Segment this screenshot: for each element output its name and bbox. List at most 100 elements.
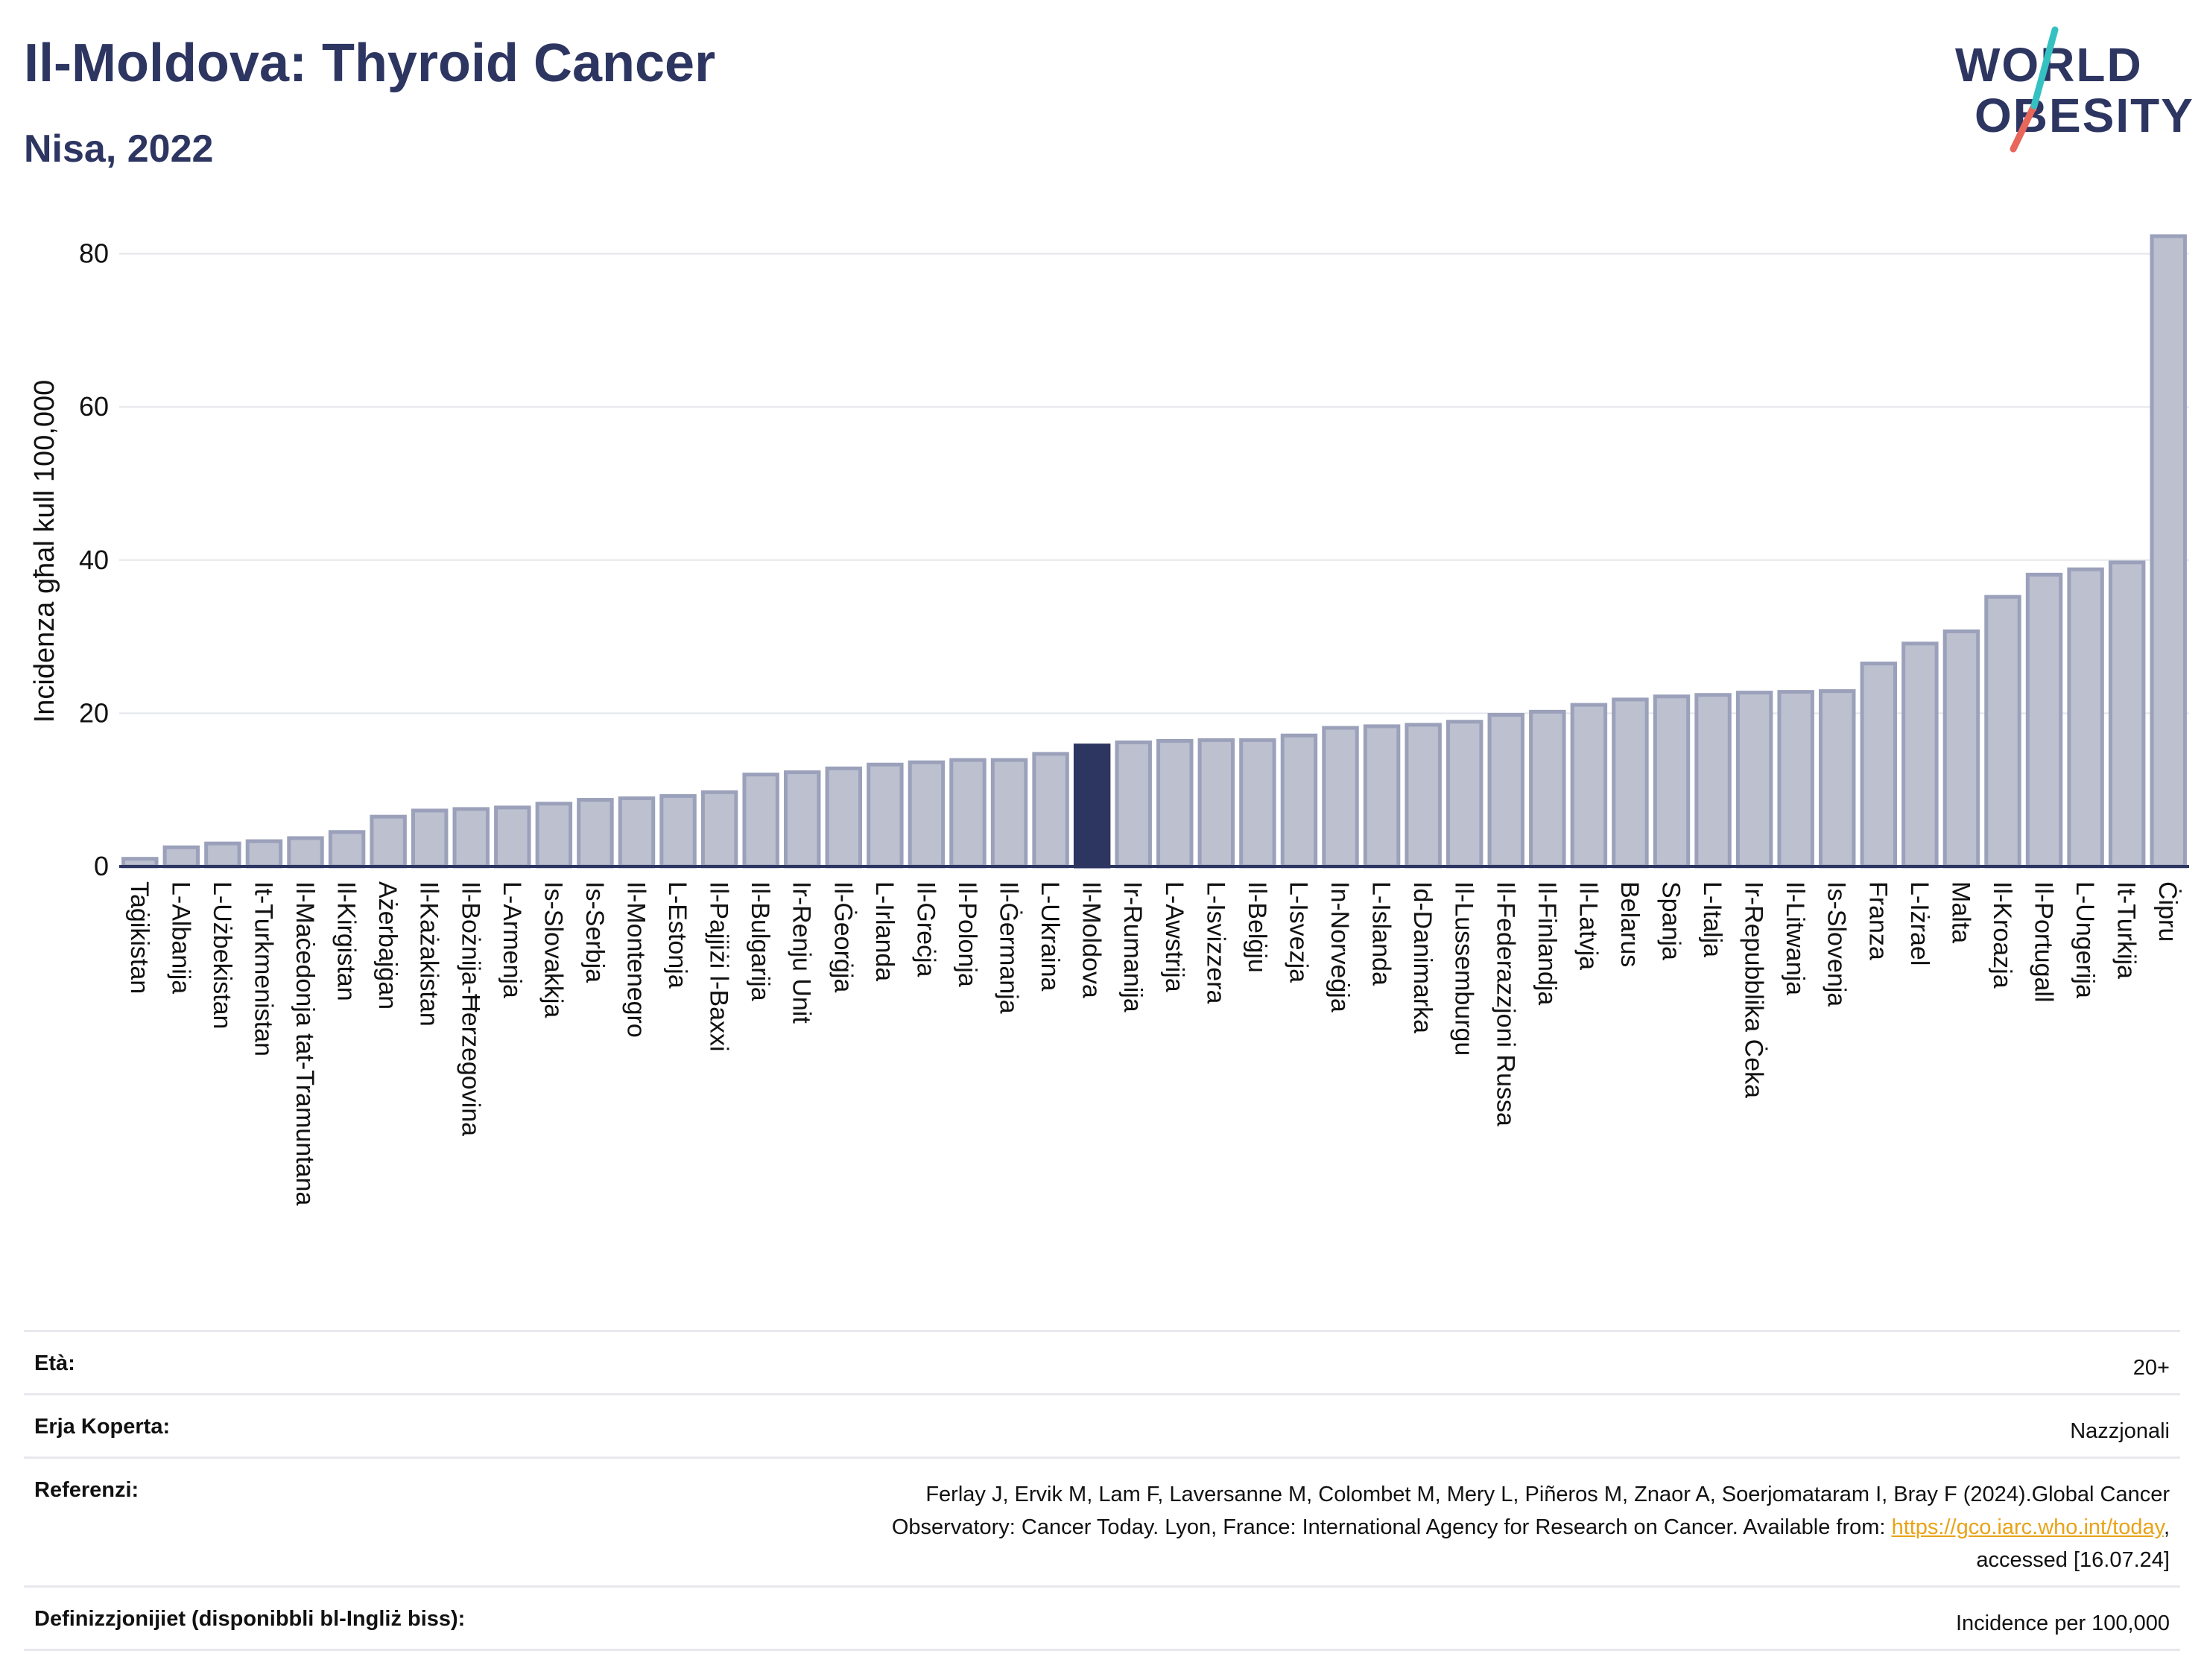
bar-13 — [659, 793, 697, 869]
x-tick-label: L-Islanda — [1367, 881, 1396, 986]
references-label: Referenzi: — [34, 1478, 139, 1502]
bar-11 — [577, 798, 614, 869]
x-tick-label: Il-Ġeorġja — [829, 881, 857, 992]
x-tick-label: Spanja — [1657, 881, 1685, 960]
x-tick-label: Il-Polonja — [953, 881, 981, 987]
x-tick-label: Il-Litwanja — [1781, 881, 1809, 995]
x-tick-label: L-Ungerija — [2071, 881, 2099, 998]
bar-16 — [784, 770, 821, 869]
x-tick-label: L-Ukraina — [1036, 881, 1064, 991]
bar-25 — [1156, 738, 1194, 869]
x-tick-label: Ir-Renju Unit — [788, 881, 816, 1024]
x-tick-label: Il-Bożnija-Ħerzegovina — [456, 881, 484, 1136]
x-tick-label: Il-Federazzjoni Russa — [1491, 881, 1519, 1126]
bar-18 — [867, 762, 904, 869]
references-line-3: accessed [16.07.24] — [1976, 1548, 2170, 1572]
x-tick-label: Il-Greċja — [911, 881, 940, 977]
age-value: 20+ — [2132, 1356, 2170, 1380]
y-tick-label: 40 — [79, 545, 109, 575]
definitions-value: Incidence per 100,000 — [1956, 1611, 2170, 1635]
x-tick-label: L-Isvizzera — [1201, 881, 1229, 1004]
bar-40 — [1777, 690, 1814, 869]
x-tick-label: Ir-Rumanija — [1118, 881, 1147, 1012]
y-tick-label: 0 — [94, 851, 109, 881]
x-tick-label: Is-Serbja — [580, 881, 609, 983]
x-tick-label: Il-Belġju — [1243, 881, 1271, 973]
x-tick-label: Il-Bulgarija — [746, 881, 774, 1001]
x-tick-label: Il-Moldova — [1077, 881, 1106, 998]
x-tick-label: L-Estonja — [663, 881, 691, 989]
bar-43 — [1901, 641, 1939, 869]
x-tick-label: Ir-Repubblika Ċeka — [1740, 881, 1768, 1098]
x-tick-label: Il-Finlandja — [1533, 881, 1561, 1005]
bar-chart: Taġikistan L-Albanija L-Użbekistan It-Turkm… — [29, 234, 2189, 1205]
bar-15 — [742, 773, 779, 869]
logo-line-2: OBESITY — [1975, 89, 2194, 142]
bar-42 — [1860, 662, 1898, 869]
bar-31 — [1405, 723, 1442, 869]
x-tick-label: L-Irlanda — [870, 881, 899, 981]
bar-49 — [2150, 234, 2187, 869]
definitions-label: Definizzjonijiet (disponibbli bl-Ingliż … — [34, 1607, 466, 1631]
bar-8 — [452, 807, 490, 869]
y-tick-label: 80 — [79, 238, 109, 269]
y-tick-label: 20 — [79, 697, 109, 728]
references-line-2-end: , — [2163, 1515, 2170, 1539]
x-tick-label: Belarus — [1615, 881, 1644, 967]
bars — [121, 234, 2187, 869]
references-value: Ferlay J, Ervik M, Lam F, Laversanne M, … — [892, 1478, 2170, 1576]
bar-45 — [1984, 595, 2021, 869]
x-tick-label: Il-Kroazja — [1988, 881, 2016, 989]
x-tick-label: Ażerbajġan — [373, 881, 402, 1009]
bar-3 — [245, 839, 283, 869]
bar-29 — [1322, 726, 1359, 869]
bar-14 — [700, 790, 738, 869]
bar-23 — [1073, 744, 1111, 869]
x-tick-label: It-Turkija — [2112, 881, 2141, 979]
x-tick-label: Ċipru — [2153, 881, 2182, 942]
bar-30 — [1363, 724, 1401, 869]
footer-row-coverage: Erja Koperta: Nazzjonali — [24, 1393, 2180, 1456]
bar-5 — [328, 830, 366, 869]
x-tick-label: Il-Montenegro — [622, 881, 650, 1038]
world-obesity-logo: WORLD OBESITY — [1945, 22, 2194, 156]
x-tick-label: L-Armenja — [498, 881, 526, 998]
x-tick-label: L-Iżrael — [1905, 881, 1934, 966]
y-tick-label: 60 — [79, 391, 109, 422]
bar-47 — [2067, 567, 2104, 869]
bar-2 — [204, 841, 241, 869]
y-axis: 0 20 40 60 80 — [79, 238, 109, 881]
bar-26 — [1197, 738, 1235, 869]
x-tick-label: Is-Slovakkja — [539, 881, 567, 1018]
x-tick-label: Il-Maċedonja tat-Tramuntana — [291, 881, 319, 1205]
page-subtitle: Nisa, 2022 — [24, 127, 214, 171]
x-tick-label: Il-Latvja — [1574, 881, 1602, 970]
footer-row-definitions: Definizzjonijiet (disponibbli bl-Ingliż … — [24, 1585, 2180, 1651]
bar-36 — [1612, 697, 1649, 869]
bar-35 — [1570, 703, 1608, 869]
x-tick-label: Taġikistan — [125, 881, 153, 994]
references-line-1: Ferlay J, Ervik M, Lam F, Laversanne M, … — [925, 1483, 2170, 1506]
bar-28 — [1280, 733, 1318, 869]
x-tick-label: Il-Lussemburgu — [1450, 881, 1478, 1056]
bar-19 — [908, 760, 946, 869]
x-tick-label: Il-Każakistan — [415, 881, 443, 1027]
footer-row-age: Età: 20+ — [24, 1330, 2180, 1393]
bar-33 — [1487, 712, 1524, 869]
x-tick-label: L-Użbekistan — [208, 881, 236, 1029]
bar-21 — [990, 758, 1028, 869]
bar-34 — [1529, 709, 1566, 869]
x-tick-label: Il-Pajjiżi l-Baxxi — [705, 881, 733, 1052]
bar-38 — [1694, 693, 1732, 869]
x-tick-label: Is-Slovenja — [1823, 881, 1851, 1007]
references-line-2: Observatory: Cancer Today. Lyon, France:… — [891, 1515, 1892, 1539]
references-link[interactable]: https://gco.iarc.who.int/today — [1891, 1515, 2164, 1539]
coverage-label: Erja Koperta: — [34, 1415, 171, 1439]
bar-32 — [1445, 720, 1483, 869]
x-tick-label: L-Isvezja — [1284, 881, 1312, 983]
x-tick-label: Malta — [1946, 881, 1975, 943]
bar-27 — [1239, 738, 1276, 869]
page-title: Il-Moldova: Thyroid Cancer — [24, 34, 716, 93]
x-tick-label: L-Italja — [1698, 881, 1726, 957]
bar-1 — [162, 845, 200, 869]
